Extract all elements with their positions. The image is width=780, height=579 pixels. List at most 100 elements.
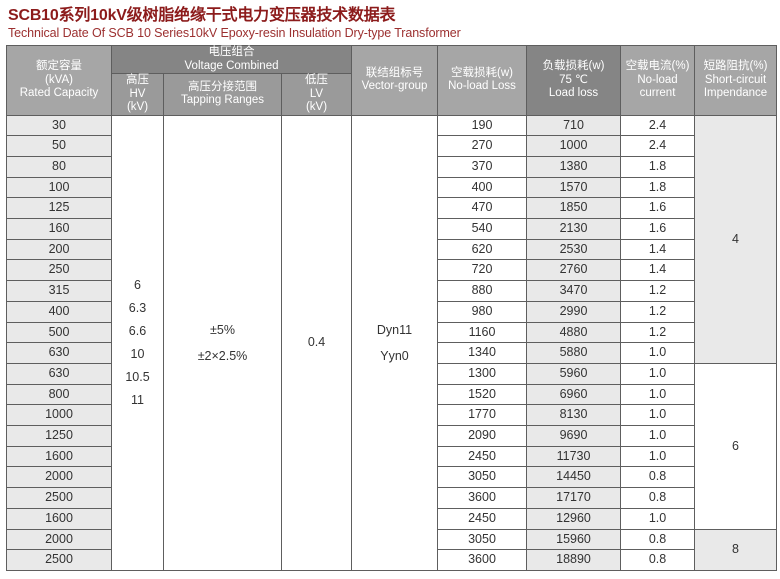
tapping-value: ±2×2.5% [197,348,248,363]
table-row: 1600 2450 11730 1.0 [6,445,777,468]
header-impedance-en: Short-circuit [704,73,767,86]
cell-load-loss: 12960 [526,507,622,530]
cell-no-load-loss: 3050 [437,528,528,551]
cell-no-load-loss: 190 [437,114,528,137]
header-load-loss-zh: 负载损耗(w) [542,60,605,72]
cell-tapping-ranges: ±5% ±2×2.5% [163,114,282,571]
cell-no-load-loss: 400 [437,176,528,199]
table-row: 2000 3050 15960 0.8 8 [6,528,778,571]
cell-rated-capacity: 100 [6,176,112,199]
table-header: 额定容量 (kVA) Rated Capacity 电压组合 Voltage C… [6,45,778,116]
header-tapping-en: Tapping Ranges [180,94,265,107]
cell-no-load-loss: 1300 [437,362,528,385]
header-impedance-zh: 短路阻抗(%) [703,60,768,72]
cell-lv-value: 0.4 [280,114,353,571]
header-no-load-loss-en: No-load Loss [448,80,516,93]
cell-vector-group: Dyn11 Yyn0 [351,114,439,571]
table-row: 1000 1770 8130 1.0 [6,404,777,427]
cell-no-load-current: 2.4 [620,135,696,157]
cell-load-loss: 1850 [526,197,622,220]
header-load-loss-temp: 75 ℃ [559,73,588,86]
cell-no-load-loss: 2450 [437,445,528,468]
cell-rated-capacity: 400 [6,300,112,323]
hv-value: 6 [134,277,141,292]
cell-rated-capacity: 2000 [6,528,112,551]
header-tapping-ranges: 高压分接范围 Tapping Ranges [163,73,282,116]
table-row: 800 1520 6960 1.0 [6,383,777,406]
cell-impedance: 8 [694,528,778,571]
cell-no-load-current: 1.4 [620,238,696,261]
cell-rated-capacity: 200 [6,238,112,261]
cell-no-load-loss: 1160 [437,321,528,344]
table-row: 2000 3050 14450 0.8 [6,466,777,489]
cell-no-load-current: 0.8 [620,549,696,571]
header-lv-unit: (kV) [305,101,328,113]
cell-load-loss: 11730 [526,445,622,468]
cell-no-load-current: 0.8 [620,487,696,509]
table-row: 500 1160 4880 1.2 [6,321,777,344]
table-body: 30 6 6.3 6.6 10 10.5 11 ±5% ±2×2.5% 0.4 Dyn11 Yyn0 1… [6,114,778,571]
cell-load-loss: 1380 [526,155,622,178]
cell-rated-capacity: 1000 [6,404,112,427]
cell-no-load-loss: 270 [437,135,528,157]
table-row: 2500 3600 17170 0.8 [6,487,777,509]
cell-rated-capacity: 1250 [6,425,112,447]
cell-rated-capacity: 315 [6,280,112,302]
cell-rated-capacity: 500 [6,321,112,344]
header-hv-unit: (kV) [126,101,149,113]
header-voltage-combined-en: Voltage Combined [184,59,279,72]
cell-rated-capacity: 250 [6,259,112,282]
vector-group-value: Dyn11 [376,322,413,337]
header-lv-zh: 低压 [305,74,328,86]
header-row-top: 额定容量 (kVA) Rated Capacity 电压组合 Voltage C… [6,45,778,116]
cell-no-load-loss: 470 [437,197,528,220]
cell-no-load-current: 1.0 [620,383,696,406]
header-lv: 低压 LV (kV) [280,73,353,116]
cell-rated-capacity: 2000 [6,466,112,489]
header-no-load-loss: 空载损耗(w) No-load Loss [437,45,528,116]
cell-load-loss: 1570 [526,176,622,199]
cell-no-load-current: 1.2 [620,280,696,302]
header-rated-capacity-zh: 额定容量 [36,60,82,72]
cell-no-load-loss: 720 [437,259,528,282]
cell-load-loss: 9690 [526,425,622,447]
cell-load-loss: 3470 [526,280,622,302]
header-vector-group-en: Vector-group [361,80,428,93]
table-row: 80 370 1380 1.8 [6,155,777,178]
cell-no-load-loss: 1520 [437,383,528,406]
cell-no-load-loss: 3600 [437,487,528,509]
header-no-load-current-en: No-load [637,73,678,86]
table-row: 630 1340 5880 1.0 [6,342,777,364]
cell-load-loss: 1000 [526,135,622,157]
cell-load-loss: 710 [526,114,622,137]
cell-rated-capacity: 2500 [6,487,112,509]
cell-no-load-loss: 370 [437,155,528,178]
table-row: 250 720 2760 1.4 [6,259,777,282]
cell-load-loss: 2760 [526,259,622,282]
cell-no-load-current: 1.2 [620,300,696,323]
cell-hv-values: 6 6.3 6.6 10 10.5 11 [111,114,164,571]
header-row-sub: 高压 HV (kV) 高压分接范围 Tapping Ranges 低压 LV (… [7,73,777,116]
table-row: 2500 3600 18890 0.8 [6,549,777,571]
cell-rated-capacity: 125 [6,197,112,220]
cell-load-loss: 8130 [526,404,622,427]
cell-load-loss: 14450 [526,466,622,489]
cell-no-load-current: 1.0 [620,507,696,530]
header-vector-group-zh: 联结组标号 [365,66,424,79]
cell-impedance: 6 [694,362,778,530]
cell-load-loss: 5960 [526,362,622,385]
cell-no-load-current: 1.2 [620,321,696,344]
cell-impedance: 4 [694,114,778,364]
cell-load-loss: 18890 [526,549,622,571]
cell-load-loss: 5880 [526,342,622,364]
page-title-english: Technical Date Of SCB 10 Series10kV Epox… [8,26,461,40]
header-impedance: 短路阻抗(%) Short-circuit Impendance [694,45,778,116]
cell-load-loss: 2130 [526,218,622,240]
cell-rated-capacity: 800 [6,383,112,406]
cell-no-load-current: 1.8 [620,155,696,178]
header-lv-en: LV [309,87,324,100]
cell-rated-capacity: 630 [6,342,112,364]
header-rated-capacity-en: Rated Capacity [19,87,99,99]
cell-rated-capacity: 2500 [6,549,112,571]
